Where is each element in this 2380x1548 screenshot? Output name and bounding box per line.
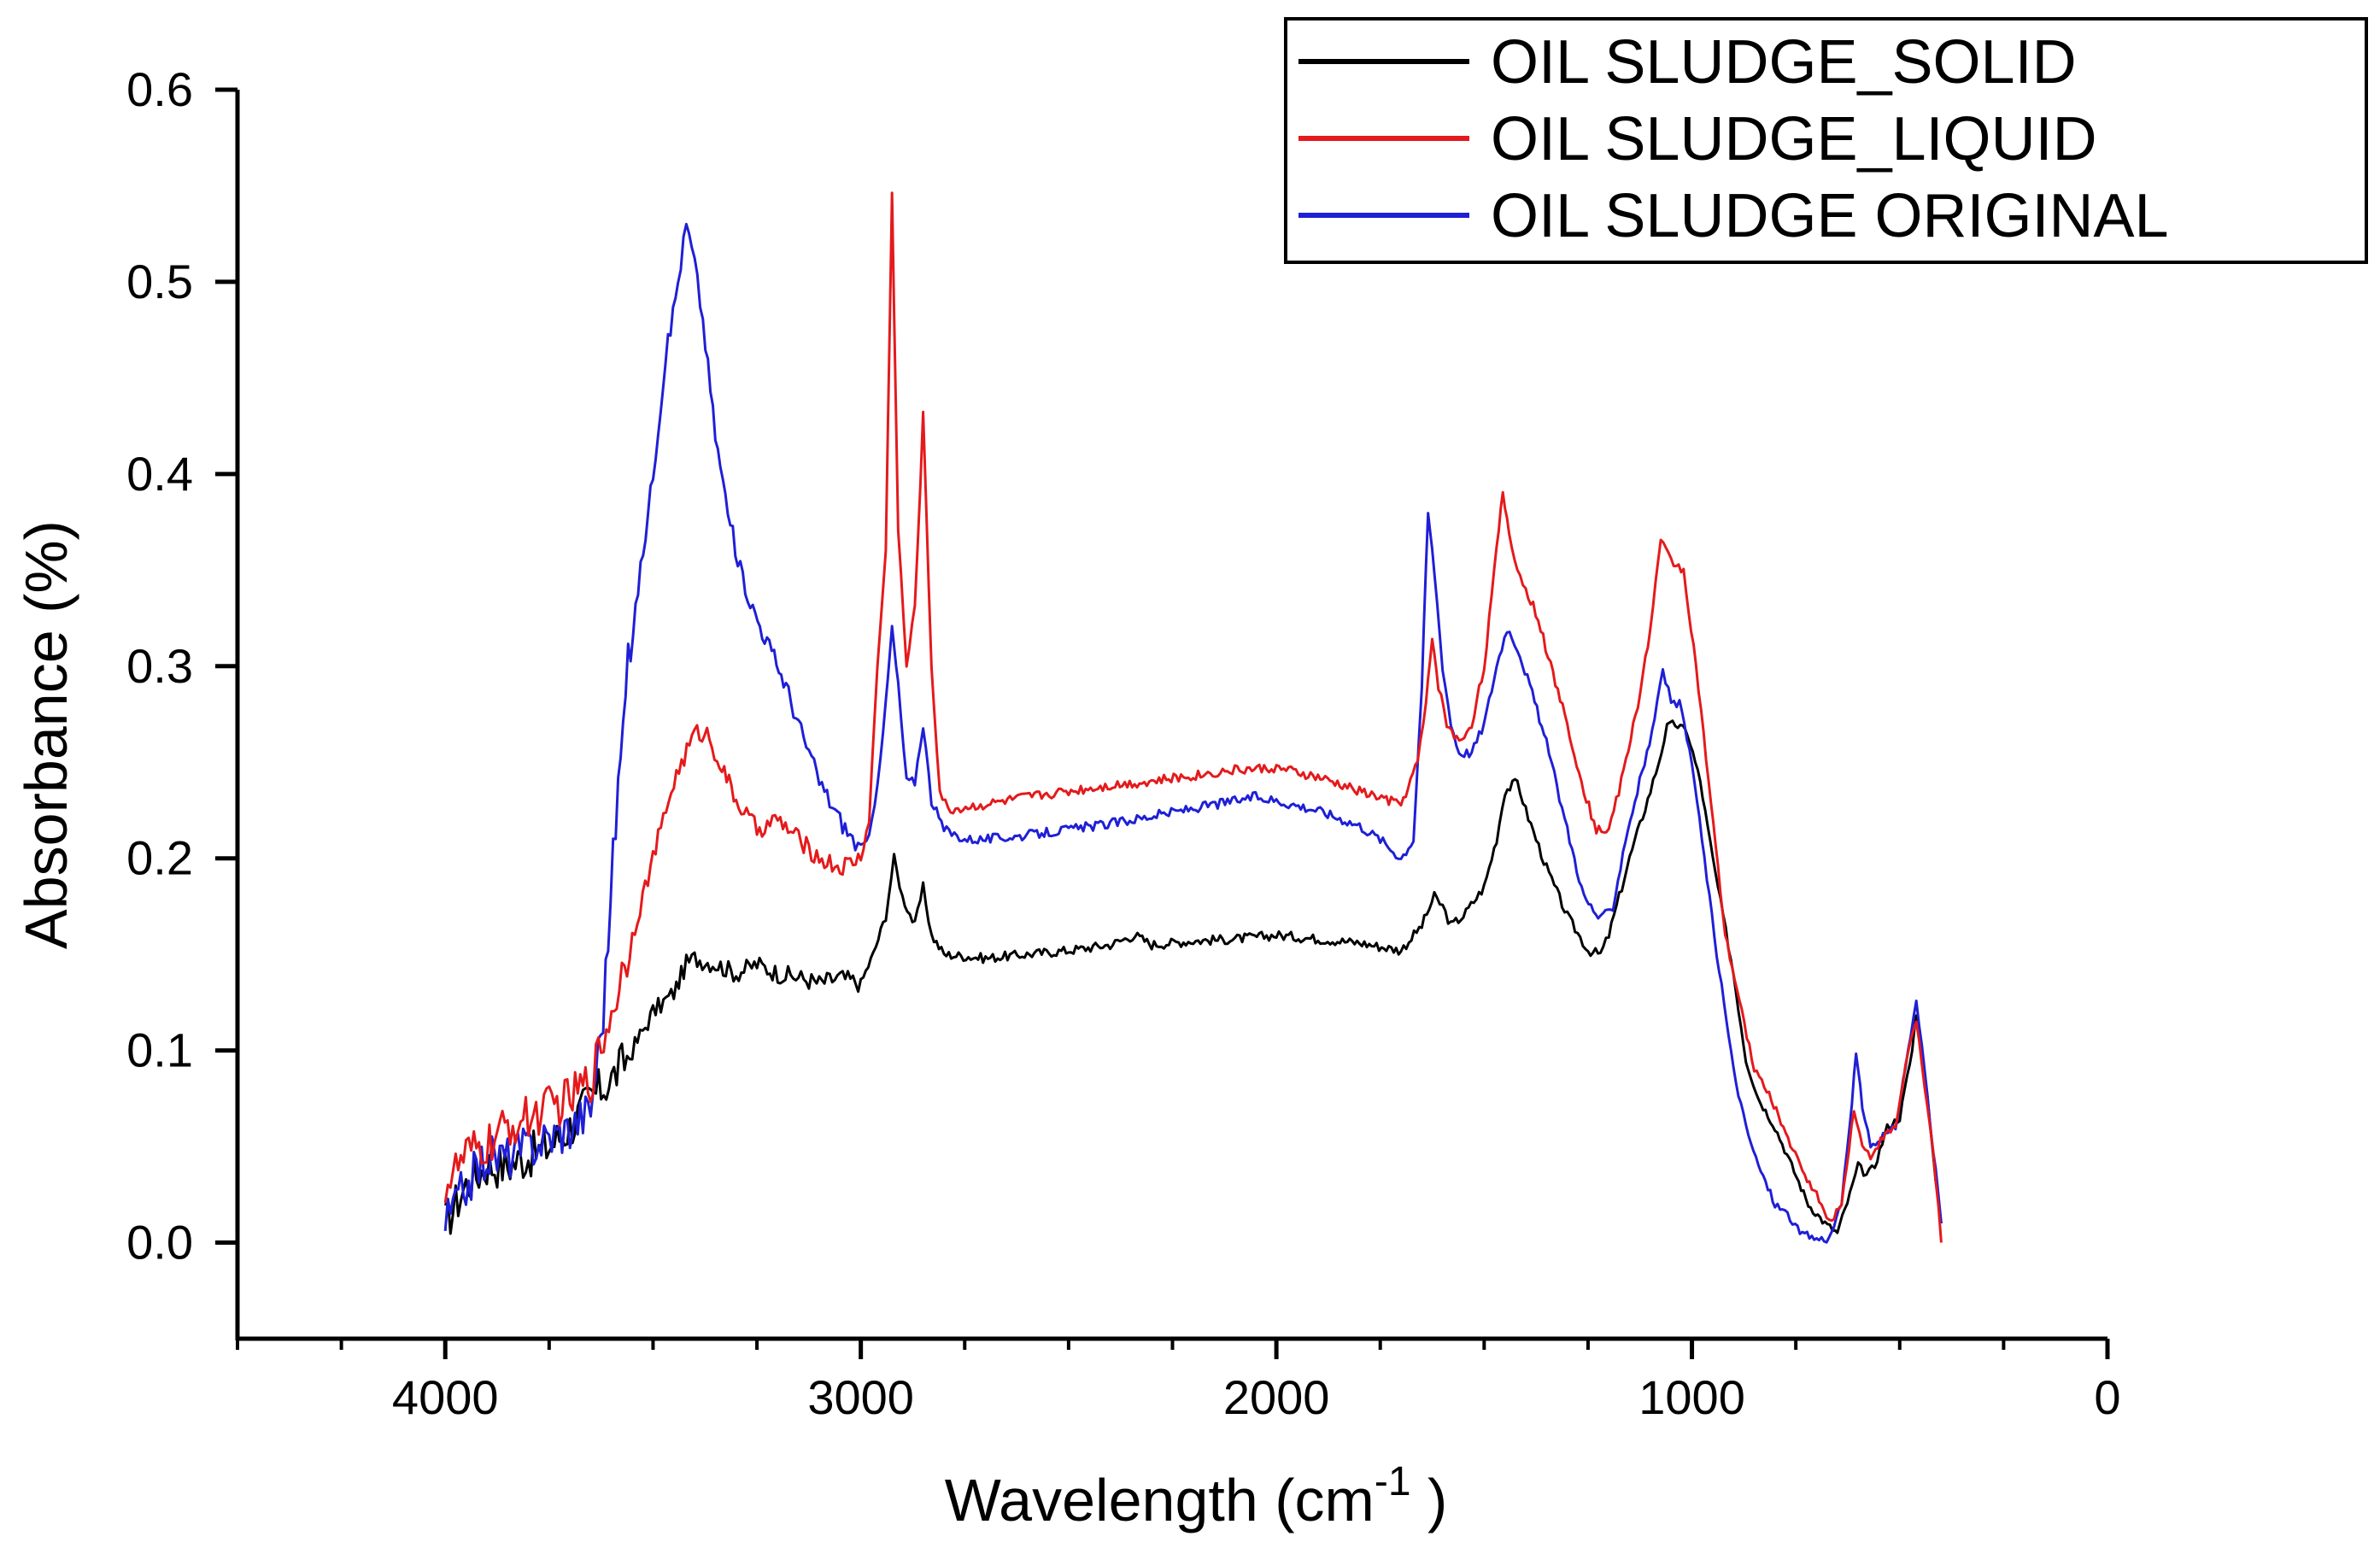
x-tick-label: 2000 bbox=[1223, 1370, 1330, 1424]
x-axis-title: Wavelength (cm-1 ) bbox=[945, 1459, 1448, 1533]
series-line-oil-sludge-solid bbox=[443, 719, 1943, 1235]
x-tick-label: 3000 bbox=[807, 1370, 914, 1424]
series-layer bbox=[443, 191, 1943, 1244]
series-line-oil-sludge-liquid bbox=[443, 191, 1943, 1243]
y-tick-label: 0.3 bbox=[126, 639, 193, 693]
legend: OIL SLUDGE_SOLID OIL SLUDGE_LIQUID OIL SLU… bbox=[1284, 17, 2368, 264]
legend-label: OIL SLUDGE_SOLID bbox=[1491, 28, 2077, 97]
y-tick-label: 0.5 bbox=[126, 255, 193, 308]
legend-label: OIL SLUDGE ORIGINAL bbox=[1491, 182, 2169, 250]
y-axis-ticks: 0.0 0.1 0.2 0.3 0.4 0.5 0.6 bbox=[126, 62, 237, 1269]
plot-area: 0.0 0.1 0.2 0.3 0.4 0.5 0.6 4000 3000 2000 1000 0 bbox=[126, 62, 2120, 1424]
legend-label: OIL SLUDGE_LIQUID bbox=[1491, 105, 2097, 173]
x-axis-title-main: Wavelength (cm bbox=[945, 1467, 1375, 1533]
series-line-oil-sludge-original bbox=[443, 222, 1943, 1244]
y-tick-label: 0.0 bbox=[126, 1216, 193, 1269]
y-tick-label: 0.1 bbox=[126, 1023, 193, 1077]
x-tick-label: 0 bbox=[2094, 1370, 2120, 1424]
x-axis-title-suffix: ) bbox=[1411, 1467, 1448, 1533]
y-axis-title: Absorbance (%) bbox=[13, 520, 79, 949]
x-tick-label: 4000 bbox=[392, 1370, 499, 1424]
x-axis-title-superscript: -1 bbox=[1375, 1459, 1411, 1504]
y-tick-label: 0.2 bbox=[126, 831, 193, 885]
y-tick-label: 0.4 bbox=[126, 447, 193, 501]
x-axis-ticks: 4000 3000 2000 1000 0 bbox=[236, 1339, 2121, 1424]
y-tick-label: 0.6 bbox=[126, 62, 193, 116]
x-tick-label: 1000 bbox=[1638, 1370, 1745, 1424]
legend-items: OIL SLUDGE_SOLID OIL SLUDGE_LIQUID OIL SLU… bbox=[1298, 28, 2169, 250]
